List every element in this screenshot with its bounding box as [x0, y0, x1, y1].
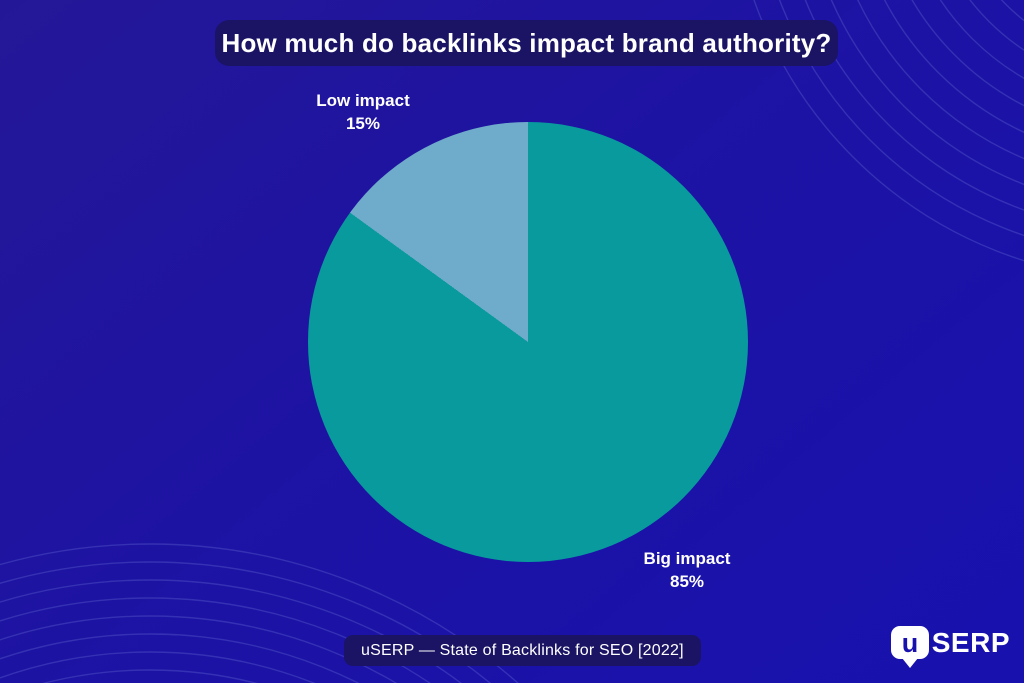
chart-title: How much do backlinks impact brand autho…: [215, 20, 838, 66]
userp-logo: u SERP: [890, 626, 1010, 668]
source-citation: uSERP — State of Backlinks for SEO [2022…: [344, 635, 701, 666]
logo-bubble-letter: u: [902, 628, 919, 658]
chart-title-text: How much do backlinks impact brand autho…: [221, 27, 832, 58]
big-impact-label-name: Big impact: [643, 549, 731, 568]
low-impact-label-value: 15%: [345, 114, 381, 133]
big-impact-label-value: 85%: [669, 572, 705, 591]
source-citation-text: uSERP — State of Backlinks for SEO [2022…: [361, 641, 684, 659]
pie-chart: [308, 122, 748, 562]
userp-speech-bubble-icon: u: [890, 626, 929, 668]
logo-wordmark: SERP: [931, 627, 1010, 658]
low-impact-label-name: Low impact: [316, 91, 410, 110]
low-impact-label: Low impact 15%: [316, 89, 410, 135]
big-impact-label: Big impact 85%: [644, 547, 731, 593]
